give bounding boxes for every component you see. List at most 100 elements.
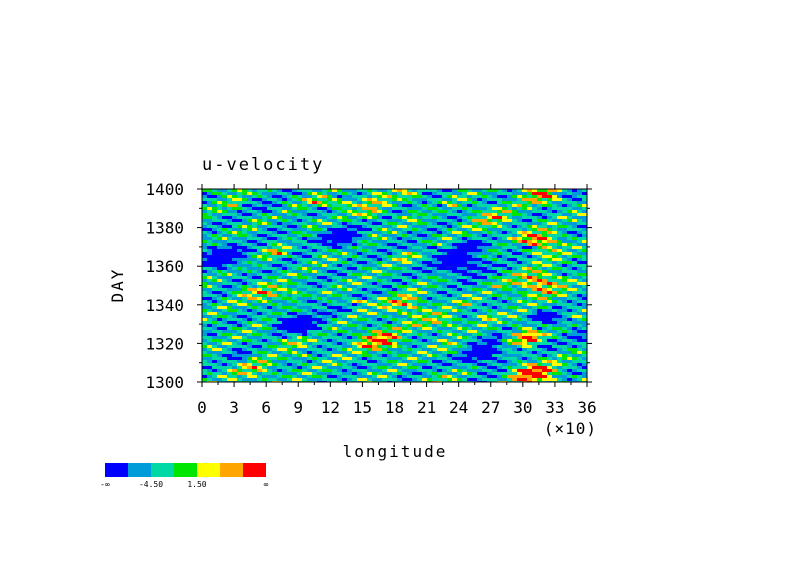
heatmap-cell xyxy=(367,309,372,312)
heatmap-cell xyxy=(217,189,222,192)
heatmap-cell xyxy=(317,300,322,303)
heatmap-cell xyxy=(377,189,382,192)
heatmap-cell xyxy=(267,318,272,321)
heatmap-cell xyxy=(362,327,367,330)
heatmap-cell xyxy=(582,228,587,231)
heatmap-cell xyxy=(317,192,322,195)
heatmap-cell xyxy=(492,366,497,369)
heatmap-cell xyxy=(482,288,487,291)
heatmap-cell xyxy=(482,363,487,366)
heatmap-cell xyxy=(267,330,272,333)
heatmap-cell xyxy=(422,327,427,330)
heatmap-cell xyxy=(387,279,392,282)
heatmap-cell xyxy=(467,243,472,246)
heatmap-cell xyxy=(252,291,257,294)
heatmap-cell xyxy=(492,240,497,243)
heatmap-cell xyxy=(512,270,517,273)
heatmap-cell xyxy=(377,333,382,336)
heatmap-cell xyxy=(267,327,272,330)
heatmap-cell xyxy=(387,333,392,336)
heatmap-cell xyxy=(277,201,282,204)
heatmap-cell xyxy=(447,375,452,378)
heatmap-cell xyxy=(527,330,532,333)
heatmap-cell xyxy=(537,297,542,300)
heatmap-cell xyxy=(407,279,412,282)
heatmap-cell xyxy=(412,348,417,351)
heatmap-cell xyxy=(352,213,357,216)
heatmap-cell xyxy=(507,363,512,366)
heatmap-cell xyxy=(557,195,562,198)
heatmap-cell xyxy=(457,249,462,252)
heatmap-cell xyxy=(252,240,257,243)
heatmap-cell xyxy=(337,312,342,315)
heatmap-cell xyxy=(547,225,552,228)
heatmap-cell xyxy=(452,288,457,291)
heatmap-cell xyxy=(547,237,552,240)
heatmap-cell xyxy=(207,297,212,300)
heatmap-cell xyxy=(567,333,572,336)
heatmap-cell xyxy=(337,246,342,249)
heatmap-cell xyxy=(252,270,257,273)
heatmap-cell xyxy=(332,312,337,315)
heatmap-cell xyxy=(247,225,252,228)
heatmap-cell xyxy=(392,195,397,198)
heatmap-cell xyxy=(412,258,417,261)
heatmap-cell xyxy=(487,276,492,279)
heatmap-cell xyxy=(382,348,387,351)
heatmap-cell xyxy=(457,198,462,201)
heatmap-cell xyxy=(382,300,387,303)
heatmap-cell xyxy=(492,273,497,276)
heatmap-cell xyxy=(482,315,487,318)
heatmap-cell xyxy=(552,225,557,228)
heatmap-cell xyxy=(407,255,412,258)
heatmap-cell xyxy=(347,255,352,258)
heatmap-cell xyxy=(517,345,522,348)
heatmap-cell xyxy=(272,324,277,327)
heatmap-cell xyxy=(442,246,447,249)
heatmap-cell xyxy=(527,375,532,378)
heatmap-cell xyxy=(327,216,332,219)
heatmap-cell xyxy=(237,297,242,300)
heatmap-cell xyxy=(462,339,467,342)
heatmap-cell xyxy=(572,339,577,342)
heatmap-cell xyxy=(202,297,207,300)
heatmap-cell xyxy=(292,342,297,345)
heatmap-cell xyxy=(562,291,567,294)
heatmap-cell xyxy=(387,366,392,369)
heatmap-cell xyxy=(397,225,402,228)
heatmap-cell xyxy=(377,360,382,363)
heatmap-cell xyxy=(262,336,267,339)
heatmap-cell xyxy=(452,363,457,366)
heatmap-cell xyxy=(582,339,587,342)
heatmap-cell xyxy=(547,294,552,297)
heatmap-cell xyxy=(372,324,377,327)
heatmap-cell xyxy=(437,246,442,249)
heatmap-cell xyxy=(337,243,342,246)
heatmap-cell xyxy=(562,228,567,231)
heatmap-cell xyxy=(262,219,267,222)
heatmap-cell xyxy=(502,315,507,318)
heatmap-cell xyxy=(412,255,417,258)
heatmap-cell xyxy=(222,240,227,243)
heatmap-cell xyxy=(532,369,537,372)
heatmap-cell xyxy=(312,351,317,354)
heatmap-cell xyxy=(202,360,207,363)
heatmap-cell xyxy=(207,321,212,324)
heatmap-cell xyxy=(467,222,472,225)
heatmap-cell xyxy=(257,249,262,252)
heatmap-cell xyxy=(582,363,587,366)
heatmap-cell xyxy=(572,246,577,249)
heatmap-cell xyxy=(502,273,507,276)
heatmap-cell xyxy=(367,291,372,294)
heatmap-cell xyxy=(387,285,392,288)
heatmap-cell xyxy=(287,282,292,285)
heatmap-cell xyxy=(362,288,367,291)
heatmap-cell xyxy=(367,285,372,288)
heatmap-cell xyxy=(202,201,207,204)
heatmap-cell xyxy=(287,375,292,378)
heatmap-cell xyxy=(387,363,392,366)
heatmap-cell xyxy=(387,360,392,363)
heatmap-cell xyxy=(557,276,562,279)
heatmap-cell xyxy=(532,279,537,282)
heatmap-cell xyxy=(402,285,407,288)
